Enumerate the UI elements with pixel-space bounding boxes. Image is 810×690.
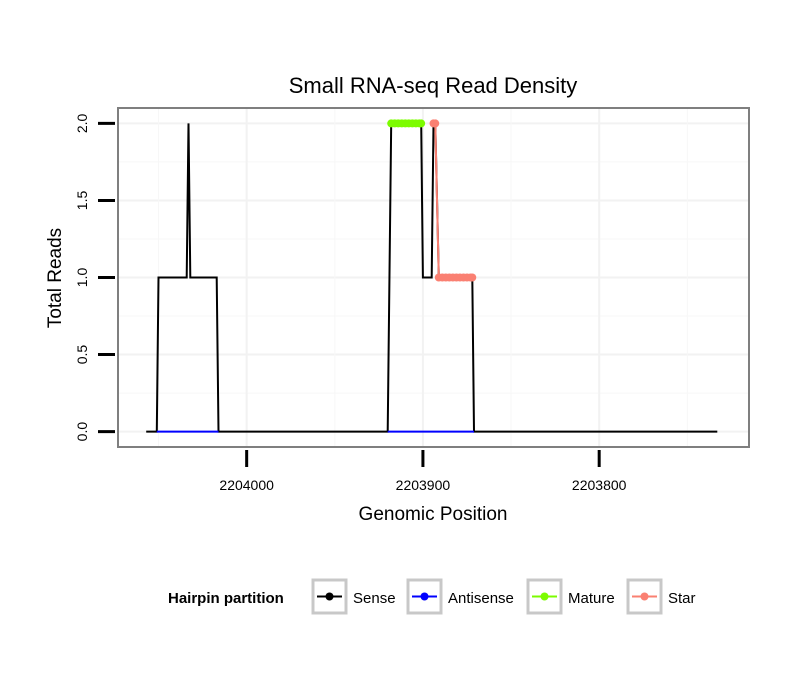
legend-point-sense <box>325 592 334 601</box>
legend-point-mature <box>540 592 549 601</box>
legend-title: Hairpin partition <box>168 590 284 607</box>
y-axis: 0.0 0.5 1.0 1.5 2.0 <box>74 113 115 441</box>
legend: Hairpin partition Sense Antisense Mature St… <box>168 578 696 615</box>
legend-label-mature: Mature <box>568 590 615 607</box>
star-point <box>468 273 477 282</box>
y-tick-label: 0.0 <box>74 422 90 442</box>
star-point <box>431 119 440 128</box>
legend-label-antisense: Antisense <box>448 590 514 607</box>
x-axis: 2204000 2203900 2203800 <box>219 450 627 493</box>
x-tick-label: 2203900 <box>396 477 451 493</box>
legend-point-star <box>640 592 649 601</box>
star-segment <box>434 123 440 278</box>
y-axis-label: Total Reads <box>45 228 66 328</box>
legend-point-antisense <box>420 592 429 601</box>
y-tick-label: 2.0 <box>74 113 90 133</box>
x-axis-label: Genomic Position <box>359 504 508 525</box>
x-tick-label: 2204000 <box>219 477 274 493</box>
mature-point <box>417 119 426 128</box>
chart-title: Small RNA-seq Read Density <box>289 73 578 98</box>
y-tick-label: 1.0 <box>74 268 90 288</box>
y-tick-label: 1.5 <box>74 191 90 211</box>
x-tick-label: 2203800 <box>572 477 627 493</box>
data-series <box>146 119 718 433</box>
legend-label-sense: Sense <box>353 590 396 607</box>
y-tick-label: 0.5 <box>74 345 90 365</box>
legend-label-star: Star <box>668 590 696 607</box>
